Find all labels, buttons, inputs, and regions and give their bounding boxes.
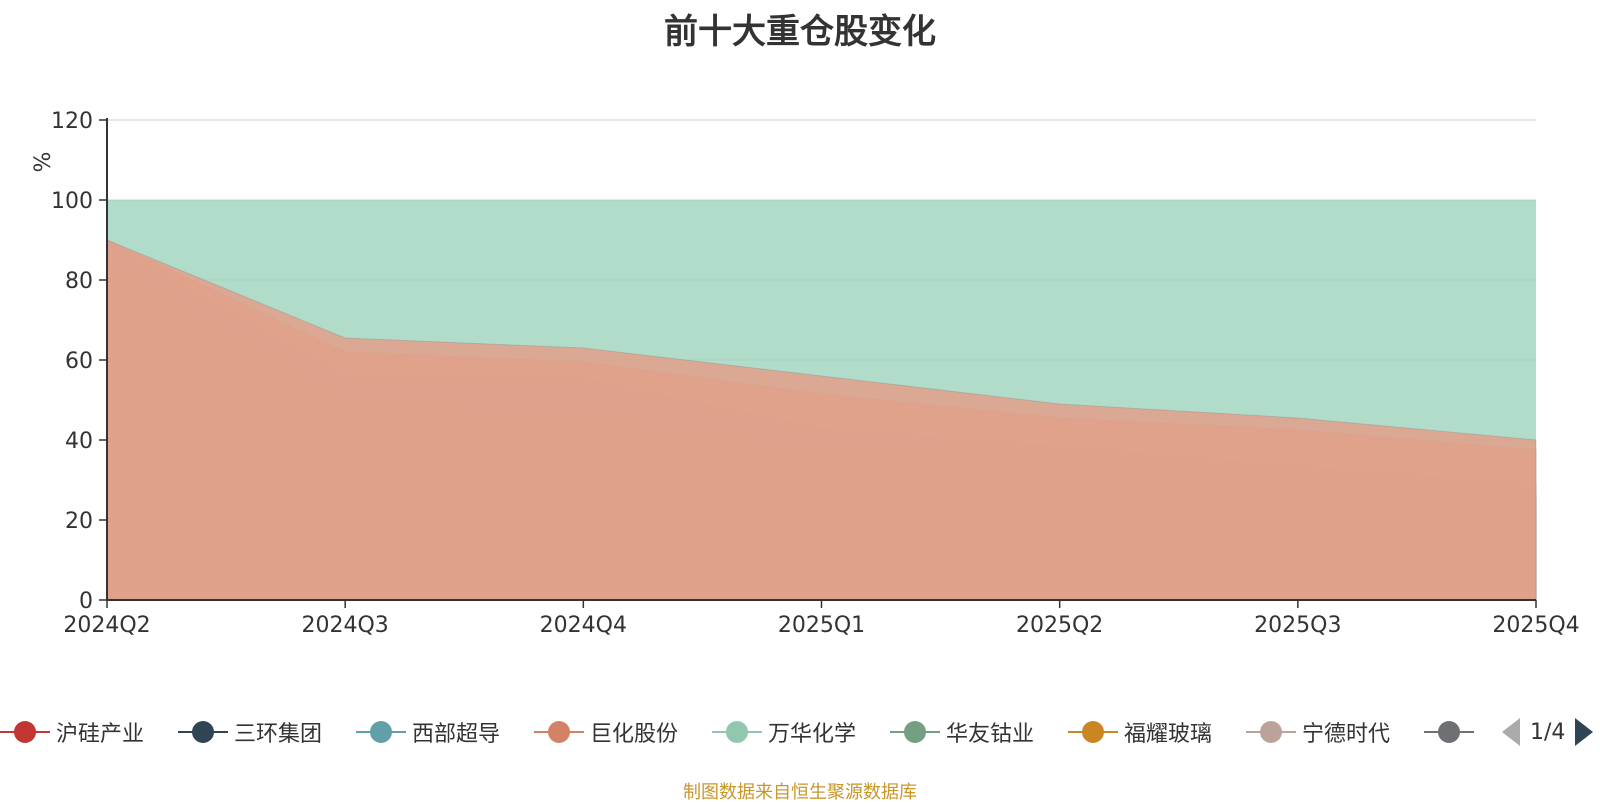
x-tick-label: 2024Q3: [302, 613, 389, 638]
chart-area: 0 20 40 60 80 100 120 2024Q2 2024Q3 2024Q4 2025Q1 2…: [31, 109, 1580, 638]
legend-items: 沪硅产业 三环集团 西部超导 巨化股份 万华化学 华友钴业 福耀玻璃 宁德时代 杉: [0, 712, 1480, 752]
legend-item[interactable]: 万华化学: [712, 712, 856, 752]
legend-label: 三环集团: [234, 722, 323, 747]
legend-marker-icon: [356, 721, 406, 743]
legend-item[interactable]: 宁德时代: [1246, 712, 1390, 752]
y-tick-label: 60: [65, 349, 93, 374]
legend-item[interactable]: 沪硅产业: [0, 712, 144, 752]
legend-item[interactable]: 杉: [1424, 712, 1480, 752]
y-tick-label: 20: [65, 509, 93, 534]
legend-item[interactable]: 巨化股份: [534, 712, 678, 752]
legend-label: 宁德时代: [1302, 722, 1391, 747]
legend-item[interactable]: 三环集团: [178, 712, 322, 752]
y-tick-label: 40: [65, 429, 93, 454]
data-source-footer: 制图数据来自恒生聚源数据库: [683, 782, 917, 803]
legend-marker-icon: [1246, 721, 1296, 743]
chart-title: 前十大重仓股变化: [664, 12, 936, 52]
legend: 沪硅产业 三环集团 西部超导 巨化股份 万华化学 华友钴业 福耀玻璃 宁德时代 杉 1/4: [0, 712, 1600, 752]
legend-label: 福耀玻璃: [1124, 722, 1213, 747]
y-tick-label: 80: [65, 269, 93, 294]
legend-marker-icon: [178, 721, 228, 743]
legend-label: 华友钴业: [946, 722, 1035, 747]
legend-marker-icon: [712, 721, 762, 743]
legend-item[interactable]: 福耀玻璃: [1068, 712, 1212, 752]
legend-page-count: 1/4: [1530, 719, 1566, 745]
legend-label: 巨化股份: [590, 722, 679, 747]
x-tick-label: 2025Q3: [1254, 613, 1341, 638]
x-tick-label: 2024Q2: [63, 613, 150, 638]
y-tick-label: 120: [51, 109, 93, 134]
legend-label: 西部超导: [412, 722, 501, 747]
legend-marker-icon: [890, 721, 940, 743]
x-tick-label: 2024Q4: [540, 613, 627, 638]
legend-marker-icon: [0, 721, 50, 743]
legend-marker-icon: [1068, 721, 1118, 743]
x-tick-label: 2025Q2: [1016, 613, 1103, 638]
legend-pager: 1/4: [1500, 712, 1595, 752]
legend-prev-icon[interactable]: [1500, 716, 1522, 748]
y-tick-label: 100: [51, 189, 93, 214]
x-tick-label: 2025Q4: [1492, 613, 1579, 638]
legend-item[interactable]: 华友钴业: [890, 712, 1034, 752]
y-axis-unit: %: [31, 152, 56, 173]
legend-next-icon[interactable]: [1573, 716, 1595, 748]
legend-marker-icon: [534, 721, 584, 743]
x-tick-label: 2025Q1: [778, 613, 865, 638]
y-tick-label: 0: [79, 589, 93, 614]
legend-item[interactable]: 西部超导: [356, 712, 500, 752]
legend-marker-icon: [1424, 721, 1474, 743]
axis-layer: 0 20 40 60 80 100 120 2024Q2 2024Q3 2024Q4 2025Q1 2…: [51, 109, 1580, 638]
legend-label: 沪硅产业: [56, 722, 145, 747]
area-layer: [106, 200, 1537, 601]
legend-label: 万华化学: [768, 722, 857, 747]
